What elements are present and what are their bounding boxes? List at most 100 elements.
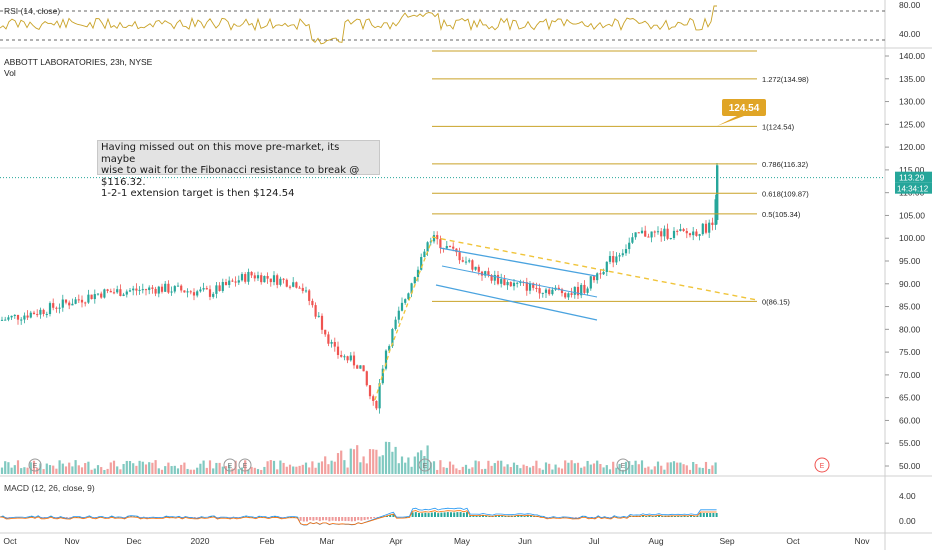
candle-body <box>269 278 272 283</box>
volume-bar <box>202 460 205 474</box>
earnings-marker-label: E <box>33 463 38 470</box>
annotation-callout[interactable]: Having missed out on this move pre-marke… <box>97 140 380 199</box>
candle-body <box>125 291 128 295</box>
candle-body <box>64 299 68 303</box>
time-tick-label: Mar <box>320 536 335 546</box>
macd-histogram-bar <box>587 517 590 518</box>
candle-body <box>477 266 480 272</box>
volume-bar <box>141 461 144 474</box>
candle-body <box>55 307 58 309</box>
volume-bar <box>218 462 221 474</box>
volume-bar <box>551 469 554 474</box>
macd-histogram-bar <box>523 515 526 517</box>
macd-histogram-bar <box>264 516 267 518</box>
candle-body <box>167 283 170 293</box>
macd-histogram-bar <box>101 516 104 518</box>
volume-bar <box>666 462 669 474</box>
descending-trendline <box>431 236 758 301</box>
macd-histogram-bar <box>610 517 612 518</box>
volume-bar <box>487 460 490 474</box>
macd-histogram-bar <box>347 517 350 522</box>
volume-bar <box>112 460 116 474</box>
volume-bar <box>653 466 656 474</box>
volume-bar <box>317 462 320 474</box>
candle-body <box>490 275 493 281</box>
candle-body <box>660 231 663 237</box>
volume-bar <box>602 467 605 474</box>
time-tick-label: Jun <box>518 536 532 546</box>
volume-bar <box>378 456 381 474</box>
candle-body <box>528 283 532 291</box>
volume-bar <box>157 468 160 474</box>
time-tick-label: Jul <box>589 536 600 546</box>
volume-bar <box>413 456 416 474</box>
macd-histogram-bar <box>235 517 238 518</box>
volume-bar <box>400 456 404 474</box>
volume-bar <box>167 462 170 474</box>
macd-histogram-bar <box>459 512 462 517</box>
volume-bar <box>215 462 218 474</box>
candle-body <box>132 288 135 291</box>
price-tick-label: 50.00 <box>899 461 921 471</box>
volume-bar <box>90 469 93 474</box>
volume-bar <box>656 461 660 474</box>
candle-body <box>512 282 516 287</box>
candle-body <box>16 314 20 320</box>
candle-body <box>314 305 317 317</box>
macd-histogram-bar <box>66 517 68 518</box>
candle-body <box>103 289 106 298</box>
candle-body <box>708 222 711 233</box>
volume-bar <box>474 460 477 474</box>
macd-histogram-bar <box>360 517 363 521</box>
volume-bar <box>461 466 464 474</box>
volume-bar <box>496 460 500 474</box>
volume-bar <box>151 462 154 474</box>
volume-bar <box>58 460 61 474</box>
candle-body <box>461 260 464 262</box>
candle-body <box>375 400 378 409</box>
fib-level-label: 0.786(116.32) <box>762 160 809 169</box>
candle-body <box>234 281 237 283</box>
candle-body <box>656 231 660 233</box>
candle-body <box>7 317 10 320</box>
volume-bar <box>196 467 199 474</box>
candle-body <box>311 300 314 306</box>
volume-bar <box>644 467 647 474</box>
last-price-label: 113.29 <box>899 173 925 183</box>
candle-body <box>352 355 356 366</box>
candle-body <box>119 289 122 296</box>
macd-histogram-bar <box>123 517 126 518</box>
volume-bar <box>192 469 196 474</box>
candle-body <box>253 275 256 279</box>
candle-body <box>349 355 352 361</box>
candle-body <box>420 257 423 270</box>
macd-histogram-bar <box>171 516 174 518</box>
price-tick-label: 55.00 <box>899 438 921 448</box>
macd-histogram-bar <box>504 515 507 517</box>
volume-bar <box>311 461 314 474</box>
candle-body <box>93 294 96 300</box>
candle-body <box>29 312 32 318</box>
macd-indicator-label[interactable]: MACD (12, 26, close, 9) <box>4 483 95 493</box>
candle-body <box>247 271 250 282</box>
volume-label[interactable]: Vol <box>4 68 16 78</box>
macd-histogram-bar <box>318 517 321 522</box>
macd-histogram-bar <box>56 517 59 518</box>
volume-bar <box>455 468 458 474</box>
volume-bar <box>708 468 711 474</box>
rsi-indicator-label[interactable]: RSI (14, close) <box>4 6 61 16</box>
macd-histogram-bar <box>290 516 292 518</box>
macd-histogram-bar <box>693 515 696 517</box>
macd-histogram-bar <box>581 516 584 518</box>
candle-body <box>711 222 714 225</box>
candle-body <box>359 365 362 369</box>
volume-bar <box>109 462 112 474</box>
time-tick-label: Feb <box>260 536 275 546</box>
macd-histogram-bar <box>75 516 78 518</box>
macd-histogram-bar <box>546 517 548 518</box>
volume-bar <box>679 462 682 474</box>
earnings-marker-label: E <box>228 463 233 470</box>
macd-histogram-bar <box>315 517 318 521</box>
macd-histogram-bar <box>690 515 692 517</box>
